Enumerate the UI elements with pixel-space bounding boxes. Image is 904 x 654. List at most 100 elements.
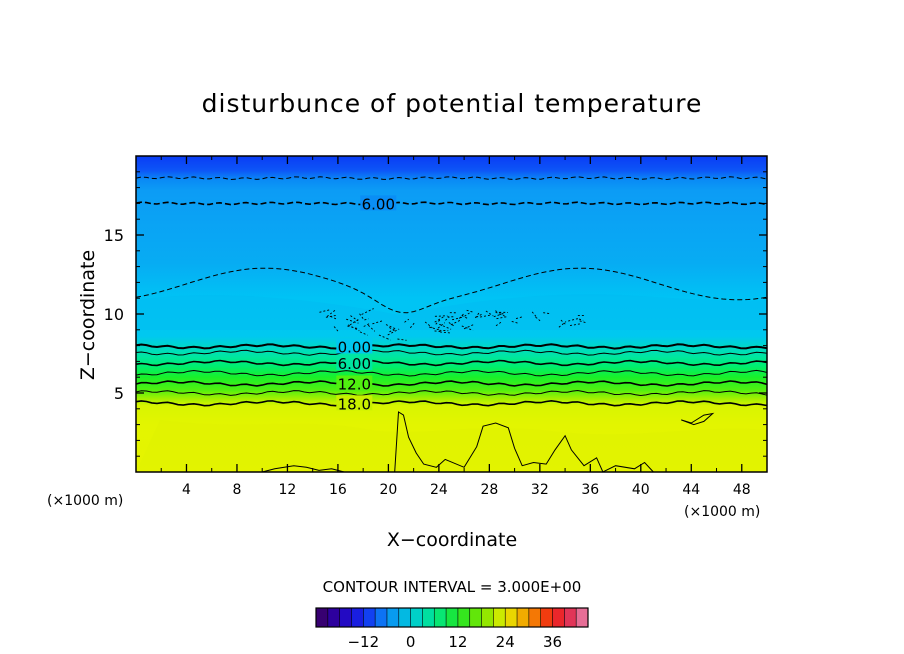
turbulence-segment xyxy=(558,321,567,328)
turbulence-segment xyxy=(359,313,365,321)
turbulence-segment xyxy=(404,318,410,323)
colorbar-bin xyxy=(386,608,400,627)
turbulence-segment xyxy=(485,310,494,317)
turbulence-segment xyxy=(495,321,503,327)
colorbar-bin xyxy=(327,608,340,627)
x-tick-label: 44 xyxy=(682,482,700,498)
colorbar-bin xyxy=(505,608,518,627)
contour-3 xyxy=(135,349,768,356)
turbulence-segment xyxy=(435,319,441,325)
chart-title: disturbunce of potential temperature xyxy=(202,89,703,118)
turbulence-segment xyxy=(319,309,330,313)
contour-low-left xyxy=(262,465,345,473)
colorbar-bin xyxy=(493,608,506,627)
contour-neg-6 xyxy=(135,201,768,206)
colorbar-bin xyxy=(422,608,435,627)
y-axis-label: Z−coordinate xyxy=(77,250,99,380)
turbulence-segment xyxy=(386,337,391,341)
y-tick-label: 15 xyxy=(104,226,124,245)
turbulence-segment xyxy=(480,314,491,318)
x-tick-label: 28 xyxy=(480,482,498,498)
turbulence-segment xyxy=(389,327,397,333)
colorbar-bin xyxy=(469,608,482,627)
contour-label: 6.00 xyxy=(338,355,371,373)
colorbar-bin xyxy=(552,608,565,627)
turbulence-segment xyxy=(476,313,483,318)
turbulence-segment xyxy=(434,316,444,323)
contour-label-bg xyxy=(336,395,373,411)
colorbar-frame xyxy=(315,607,589,628)
turbulence-segment xyxy=(464,312,470,317)
turbulence-segment xyxy=(569,323,581,327)
turbulence-segment xyxy=(450,319,462,326)
colorbar-bin xyxy=(576,608,589,627)
turbulence-segment xyxy=(463,324,474,330)
x-tick-label: 20 xyxy=(379,482,397,498)
turbulence-segment xyxy=(515,316,522,320)
colorbar-bin xyxy=(410,608,423,627)
x-tick-label: 4 xyxy=(182,482,191,498)
x-tick-label: 36 xyxy=(581,482,599,498)
y-tick-label: 10 xyxy=(104,305,124,324)
x-tick-label: 32 xyxy=(531,482,549,498)
contour-label-bg xyxy=(336,338,373,354)
colorbar-bin xyxy=(434,608,447,627)
colorbar-bin xyxy=(398,608,411,627)
x-tick-label: 48 xyxy=(733,482,751,498)
turbulence-segment xyxy=(493,312,505,318)
colorbar-tick-label: 36 xyxy=(543,633,562,651)
colorbar-bin xyxy=(564,608,577,627)
turbulence-segment xyxy=(437,322,446,329)
turbulence-segment xyxy=(428,326,439,331)
turbulence-segment xyxy=(495,311,506,317)
colorbar-bin xyxy=(375,608,388,627)
turbulence-segment xyxy=(568,317,580,322)
turbulence-segment xyxy=(363,323,370,327)
contour-label: 18.0 xyxy=(338,395,371,413)
contour-interval-label: CONTOUR INTERVAL = 3.000E+00 xyxy=(323,578,582,596)
turbulence-segment xyxy=(579,320,587,324)
turbulence-contours xyxy=(319,308,587,341)
turbulence-segment xyxy=(333,326,339,333)
x-tick-label: 40 xyxy=(632,482,650,498)
field-texture xyxy=(136,294,767,330)
colorbar-tick-label: 0 xyxy=(406,633,416,651)
turbulence-segment xyxy=(409,322,416,329)
turbulence-segment xyxy=(424,321,433,329)
turbulence-segment xyxy=(359,331,368,336)
turbulence-segment xyxy=(326,309,336,317)
turbulence-segment xyxy=(560,319,566,325)
turbulence-segment xyxy=(452,316,464,321)
contour-neg-3 xyxy=(135,267,768,314)
turbulence-segment xyxy=(466,309,474,313)
turbulence-segment xyxy=(372,320,383,325)
turbulence-segment xyxy=(350,315,359,322)
turbulence-segment xyxy=(445,316,450,321)
turbulence-segment xyxy=(385,324,397,330)
turbulence-segment xyxy=(367,324,376,332)
contour-label-bg xyxy=(336,375,373,391)
contour-12 xyxy=(135,380,768,387)
turbulence-segment xyxy=(364,318,369,321)
colorbar-bin xyxy=(457,608,471,627)
x-tick-label: 24 xyxy=(430,482,448,498)
contour-9 xyxy=(135,369,768,377)
x-unit-label: (×1000 m) xyxy=(684,504,760,520)
contour-plume xyxy=(394,411,654,473)
colorbar-tick-label: 12 xyxy=(448,633,467,651)
turbulence-segment xyxy=(578,318,584,321)
x-tick-label: 8 xyxy=(232,482,241,498)
field-fill xyxy=(136,156,767,472)
turbulence-segment xyxy=(397,338,407,341)
contour-6 xyxy=(135,359,768,367)
colorbar-bin xyxy=(339,608,352,627)
turbulence-segment xyxy=(543,312,551,315)
colorbar-bin xyxy=(351,608,364,627)
colorbar-bin xyxy=(446,608,459,627)
z-unit-label: (×1000 m) xyxy=(47,493,123,509)
turbulence-segment xyxy=(349,318,360,326)
colorbar-bin xyxy=(540,608,553,627)
